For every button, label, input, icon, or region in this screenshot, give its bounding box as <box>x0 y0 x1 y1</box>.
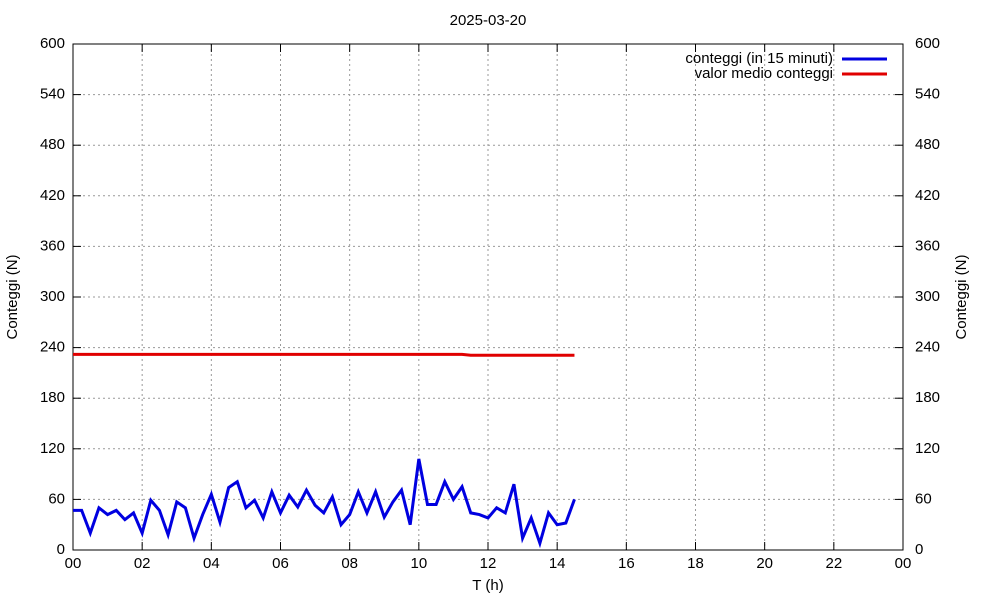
y-tick-label: 540 <box>40 86 65 103</box>
x-axis-label: T (h) <box>472 577 503 594</box>
y-axis-label: Conteggi (N) <box>4 254 21 339</box>
y2-tick-label: 360 <box>915 237 940 254</box>
y-tick-label: 240 <box>40 339 65 356</box>
x-tick-label: 16 <box>618 555 635 572</box>
y-tick-label: 300 <box>40 288 65 305</box>
legend-label: valor medio conteggi <box>695 65 833 82</box>
y-tick-label: 600 <box>40 35 65 52</box>
y-tick-label: 60 <box>48 490 65 507</box>
y-tick-label: 420 <box>40 187 65 204</box>
y2-tick-label: 0 <box>915 541 923 558</box>
y-tick-label: 480 <box>40 136 65 153</box>
x-tick-label: 14 <box>549 555 566 572</box>
y-tick-label: 360 <box>40 237 65 254</box>
x-tick-label: 08 <box>341 555 358 572</box>
y2-tick-label: 60 <box>915 490 932 507</box>
y2-tick-label: 600 <box>915 35 940 52</box>
x-tick-label: 02 <box>134 555 151 572</box>
x-tick-label: 12 <box>480 555 497 572</box>
y2-tick-label: 120 <box>915 440 940 457</box>
y-tick-label: 0 <box>57 541 65 558</box>
y2-tick-label: 240 <box>915 339 940 356</box>
y-tick-label: 180 <box>40 389 65 406</box>
y-tick-label: 120 <box>40 440 65 457</box>
y2-tick-label: 180 <box>915 389 940 406</box>
y2-axis-label: Conteggi (N) <box>953 254 970 339</box>
chart-title: 2025-03-20 <box>450 12 527 29</box>
x-tick-label: 06 <box>272 555 289 572</box>
y2-tick-label: 420 <box>915 187 940 204</box>
series-line <box>73 458 576 549</box>
x-tick-label: 04 <box>203 555 220 572</box>
x-tick-label: 10 <box>410 555 427 572</box>
legend-label: conteggi (in 15 minuti) <box>685 50 833 67</box>
x-tick-label: 20 <box>756 555 773 572</box>
x-tick-label: 22 <box>825 555 842 572</box>
series-line <box>73 352 575 357</box>
x-tick-label: 00 <box>65 555 82 572</box>
y2-tick-label: 540 <box>915 86 940 103</box>
x-tick-label: 18 <box>687 555 704 572</box>
plot-frame <box>72 43 904 551</box>
y2-tick-label: 300 <box>915 288 940 305</box>
x-tick-label: 00 <box>895 555 912 572</box>
y2-tick-label: 480 <box>915 136 940 153</box>
